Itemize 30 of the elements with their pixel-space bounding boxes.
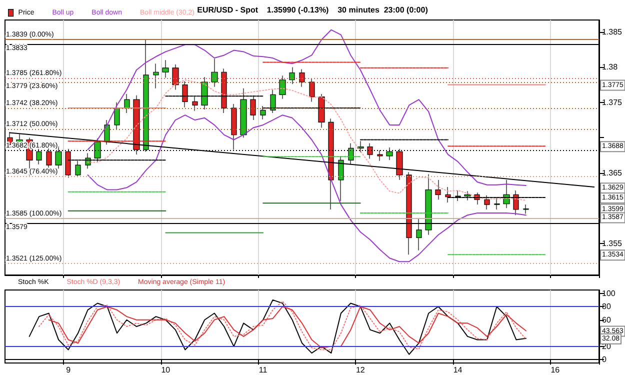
candlestick [289,66,295,84]
x-tick-label: 12 [356,366,366,374]
line-series [87,79,526,201]
x-tick-label: 14 [453,366,463,374]
candlestick [523,204,529,214]
y-tick-label: 1.38 [602,62,618,72]
x-tick-label: 11 [258,366,268,374]
line-series [48,306,526,348]
y-tick-label: 1.355 [602,238,623,248]
candlestick [162,60,169,78]
line-series [87,114,526,262]
y-tick-label: 1.365 [602,168,623,178]
candlestick [172,64,179,90]
y-tick-label: 100 [602,288,616,298]
candlestick [114,102,120,130]
candlestick [124,94,130,114]
candlestick [309,78,315,102]
chart-title: EUR/USD - Spot 1.35990 (-0.13%) 30 minutes 23:00 (0:00) [197,6,428,14]
x-tick-label: 10 [161,366,171,374]
candlestick [299,69,305,88]
y-tick-label: 1.385 [602,27,623,36]
candlestick [435,180,441,200]
x-tick-label: 9 [66,366,72,374]
candlestick [211,58,218,88]
line-series [87,29,526,186]
candlestick [279,75,286,100]
x-tick-label: 16 [550,366,560,374]
candlestick [153,63,159,89]
y-tick-label: 1.375 [602,98,623,107]
y-tick-label: 60 [602,315,612,324]
